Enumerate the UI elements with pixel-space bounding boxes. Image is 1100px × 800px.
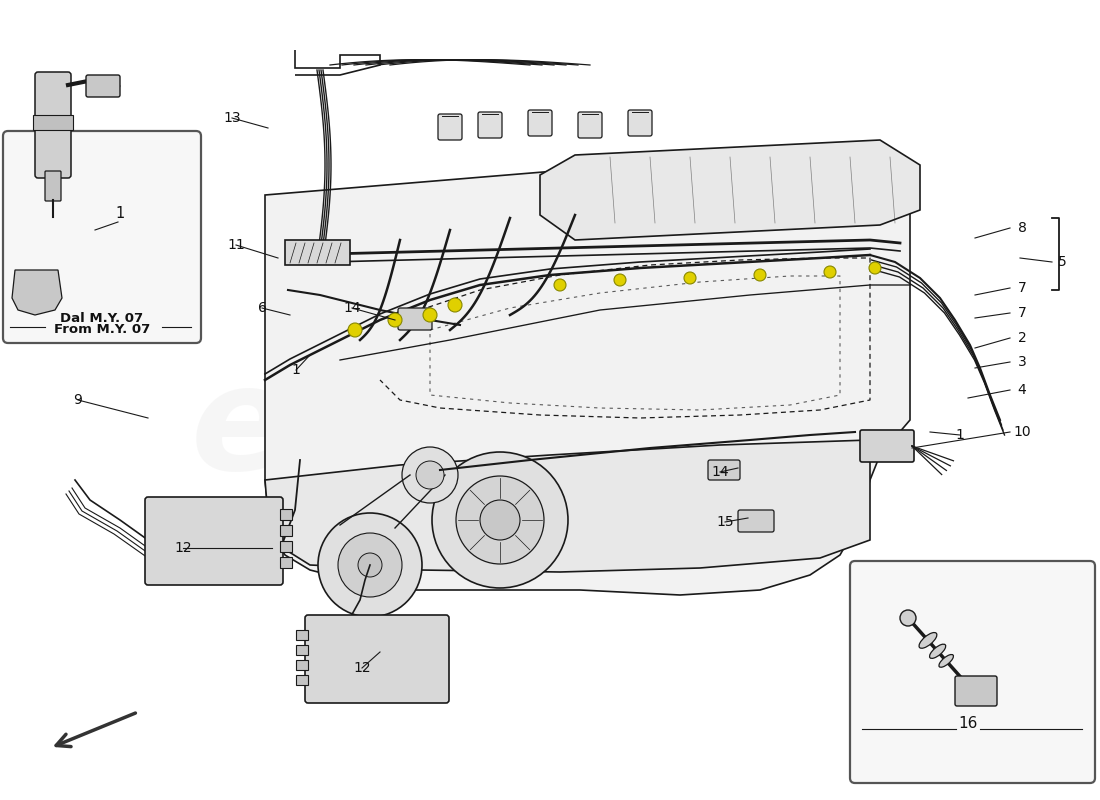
Text: europ: europ xyxy=(190,359,670,501)
Text: 2: 2 xyxy=(1018,331,1026,345)
Ellipse shape xyxy=(930,644,946,658)
FancyBboxPatch shape xyxy=(860,430,914,462)
Text: 6: 6 xyxy=(257,301,266,315)
FancyBboxPatch shape xyxy=(478,112,502,138)
Bar xyxy=(280,541,292,552)
Circle shape xyxy=(388,313,401,327)
Circle shape xyxy=(416,461,444,489)
Text: 1: 1 xyxy=(292,363,300,377)
Circle shape xyxy=(869,262,881,274)
Text: 9: 9 xyxy=(74,393,82,407)
FancyBboxPatch shape xyxy=(438,114,462,140)
FancyBboxPatch shape xyxy=(738,510,774,532)
FancyBboxPatch shape xyxy=(578,112,602,138)
Text: 7: 7 xyxy=(1018,306,1026,320)
Text: 3: 3 xyxy=(1018,355,1026,369)
Text: 5: 5 xyxy=(1057,255,1066,269)
Circle shape xyxy=(824,266,836,278)
Bar xyxy=(280,525,292,536)
Bar xyxy=(296,660,308,670)
Polygon shape xyxy=(12,270,62,315)
Text: From M.Y. 07: From M.Y. 07 xyxy=(54,323,150,336)
Polygon shape xyxy=(265,145,910,595)
FancyBboxPatch shape xyxy=(955,676,997,706)
Bar xyxy=(285,240,350,265)
Text: 4: 4 xyxy=(1018,383,1026,397)
Text: 14: 14 xyxy=(343,301,361,315)
FancyBboxPatch shape xyxy=(628,110,652,136)
Ellipse shape xyxy=(918,633,937,648)
Circle shape xyxy=(554,279,566,291)
Circle shape xyxy=(456,476,544,564)
Text: 11: 11 xyxy=(227,238,245,252)
Bar xyxy=(33,115,73,130)
Text: 13: 13 xyxy=(223,111,241,125)
Text: 12: 12 xyxy=(174,541,191,555)
Text: 14: 14 xyxy=(712,465,729,479)
FancyBboxPatch shape xyxy=(708,460,740,480)
FancyBboxPatch shape xyxy=(145,497,283,585)
FancyBboxPatch shape xyxy=(35,72,72,178)
FancyBboxPatch shape xyxy=(305,615,449,703)
Circle shape xyxy=(614,274,626,286)
FancyBboxPatch shape xyxy=(850,561,1094,783)
Bar xyxy=(280,509,292,520)
Text: 1: 1 xyxy=(116,206,124,221)
Circle shape xyxy=(448,298,462,312)
Circle shape xyxy=(480,500,520,540)
Text: a passion: a passion xyxy=(307,486,693,554)
Text: 1: 1 xyxy=(956,428,965,442)
Polygon shape xyxy=(265,440,870,572)
Circle shape xyxy=(754,269,766,281)
Circle shape xyxy=(684,272,696,284)
Bar xyxy=(296,675,308,685)
Text: 7: 7 xyxy=(1018,281,1026,295)
Bar xyxy=(296,630,308,640)
Circle shape xyxy=(432,452,568,588)
Circle shape xyxy=(900,610,916,626)
FancyBboxPatch shape xyxy=(528,110,552,136)
Text: Dal M.Y. 07: Dal M.Y. 07 xyxy=(60,312,144,325)
FancyBboxPatch shape xyxy=(398,308,432,330)
Ellipse shape xyxy=(939,654,954,667)
Circle shape xyxy=(318,513,422,617)
FancyBboxPatch shape xyxy=(86,75,120,97)
Circle shape xyxy=(358,553,382,577)
Text: 15: 15 xyxy=(716,515,734,529)
Polygon shape xyxy=(540,140,920,240)
Text: 8: 8 xyxy=(1018,221,1026,235)
Text: 16: 16 xyxy=(958,716,978,731)
Bar xyxy=(296,645,308,655)
Bar xyxy=(280,557,292,568)
Circle shape xyxy=(424,308,437,322)
FancyBboxPatch shape xyxy=(45,171,60,201)
FancyBboxPatch shape xyxy=(3,131,201,343)
Circle shape xyxy=(338,533,402,597)
Circle shape xyxy=(402,447,458,503)
Text: 12: 12 xyxy=(353,661,371,675)
Text: 10: 10 xyxy=(1013,425,1031,439)
Circle shape xyxy=(348,323,362,337)
